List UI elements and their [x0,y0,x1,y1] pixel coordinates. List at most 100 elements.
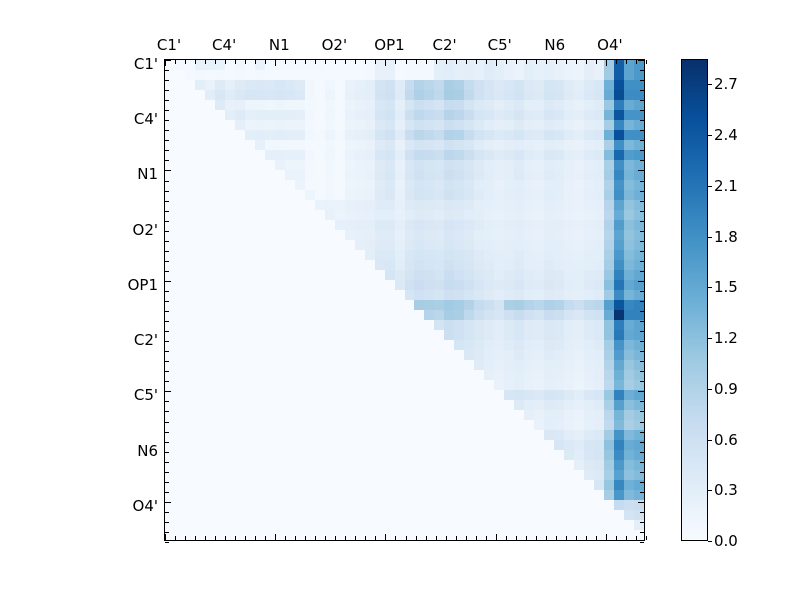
heatmap-cell [614,270,625,280]
heatmap-cell [544,320,555,330]
heatmap-cell [404,130,415,140]
heatmap-cell [234,150,245,160]
heatmap-cell [484,110,495,120]
heatmap-cell [624,170,635,180]
heatmap-cell [354,70,365,80]
heatmap-cell [264,220,275,230]
heatmap-cell [404,190,415,200]
heatmap-cell [594,510,605,520]
heatmap-cell [304,420,315,430]
heatmap-cell [524,280,535,290]
heatmap-cell [504,60,515,70]
heatmap-cell [444,290,455,300]
axis-tick [640,70,644,72]
axis-tick [245,60,247,64]
heatmap-cell [165,210,175,220]
heatmap-cell [214,260,225,270]
heatmap-cell [204,340,215,350]
heatmap-cell [364,430,375,440]
heatmap-cell [264,160,275,170]
heatmap-cell [234,80,245,90]
heatmap-cell [564,350,575,360]
heatmap-cell [194,160,205,170]
heatmap-cell [234,280,245,290]
heatmap-cell [224,170,235,180]
heatmap-cell [274,150,285,160]
heatmap-cell [344,110,355,120]
axis-tick [640,220,644,222]
heatmap-cell [514,490,525,500]
heatmap-cell [514,310,525,320]
heatmap-cell [404,460,415,470]
heatmap-cell [194,360,205,370]
heatmap-cell [414,260,425,270]
axis-tick [615,536,617,540]
heatmap-cell [334,510,345,520]
heatmap-cell [544,120,555,130]
heatmap-cell [254,60,265,70]
heatmap-cell [564,240,575,250]
axis-tick [475,60,477,64]
heatmap-cell [474,340,485,350]
heatmap-cell [384,450,395,460]
heatmap-cell [314,300,325,310]
heatmap-cell [174,350,185,360]
heatmap-cell [274,100,285,110]
heatmap-cell [384,520,395,530]
heatmap-cell [294,220,305,230]
heatmap-cell [254,510,265,520]
axis-tick [165,200,169,202]
heatmap-cell [374,180,385,190]
heatmap-cell [424,390,435,400]
heatmap-cell [354,440,365,450]
heatmap-cell [264,360,275,370]
axis-tick [165,441,169,443]
heatmap-cell [184,100,195,110]
heatmap-cell [554,450,565,460]
axis-tick [565,60,567,64]
heatmap-cell [574,230,585,240]
heatmap-axes[interactable] [164,59,647,543]
heatmap-cell [434,180,445,190]
heatmap-cell [544,430,555,440]
heatmap-cell [564,380,575,390]
heatmap-cell [384,310,395,320]
heatmap-cell [234,400,245,410]
heatmap-cell [334,200,345,210]
heatmap-cell [554,250,565,260]
heatmap-cell [594,530,605,540]
heatmap-cell [394,140,405,150]
heatmap-cell [184,420,195,430]
heatmap-cell [234,500,245,510]
heatmap-cell [165,380,175,390]
axis-tick [640,240,644,242]
heatmap-cell [394,220,405,230]
heatmap-cell [354,100,365,110]
heatmap-cell [384,130,395,140]
heatmap-cell [424,110,435,120]
heatmap-cell [504,70,515,80]
heatmap-cell [304,530,315,540]
axis-tick [395,60,397,64]
heatmap-cell [344,410,355,420]
axis-tick [575,60,577,64]
heatmap-cell [394,360,405,370]
heatmap-cell [344,170,355,180]
heatmap-cell [624,320,635,330]
colorbar-tick-label: 1.2 [714,329,738,348]
heatmap-cell [354,220,365,230]
heatmap-cell [234,370,245,380]
heatmap-cell [624,310,635,320]
heatmap-cell [314,370,325,380]
heatmap-cell [224,400,235,410]
heatmap-cell [554,510,565,520]
axis-tick [640,110,644,112]
heatmap-cell [444,470,455,480]
heatmap-cell [304,160,315,170]
heatmap-cell [414,490,425,500]
heatmap-cell [564,330,575,340]
heatmap-cell [174,240,185,250]
heatmap-cell [354,140,365,150]
heatmap-cell [414,470,425,480]
heatmap-cell [634,440,644,450]
